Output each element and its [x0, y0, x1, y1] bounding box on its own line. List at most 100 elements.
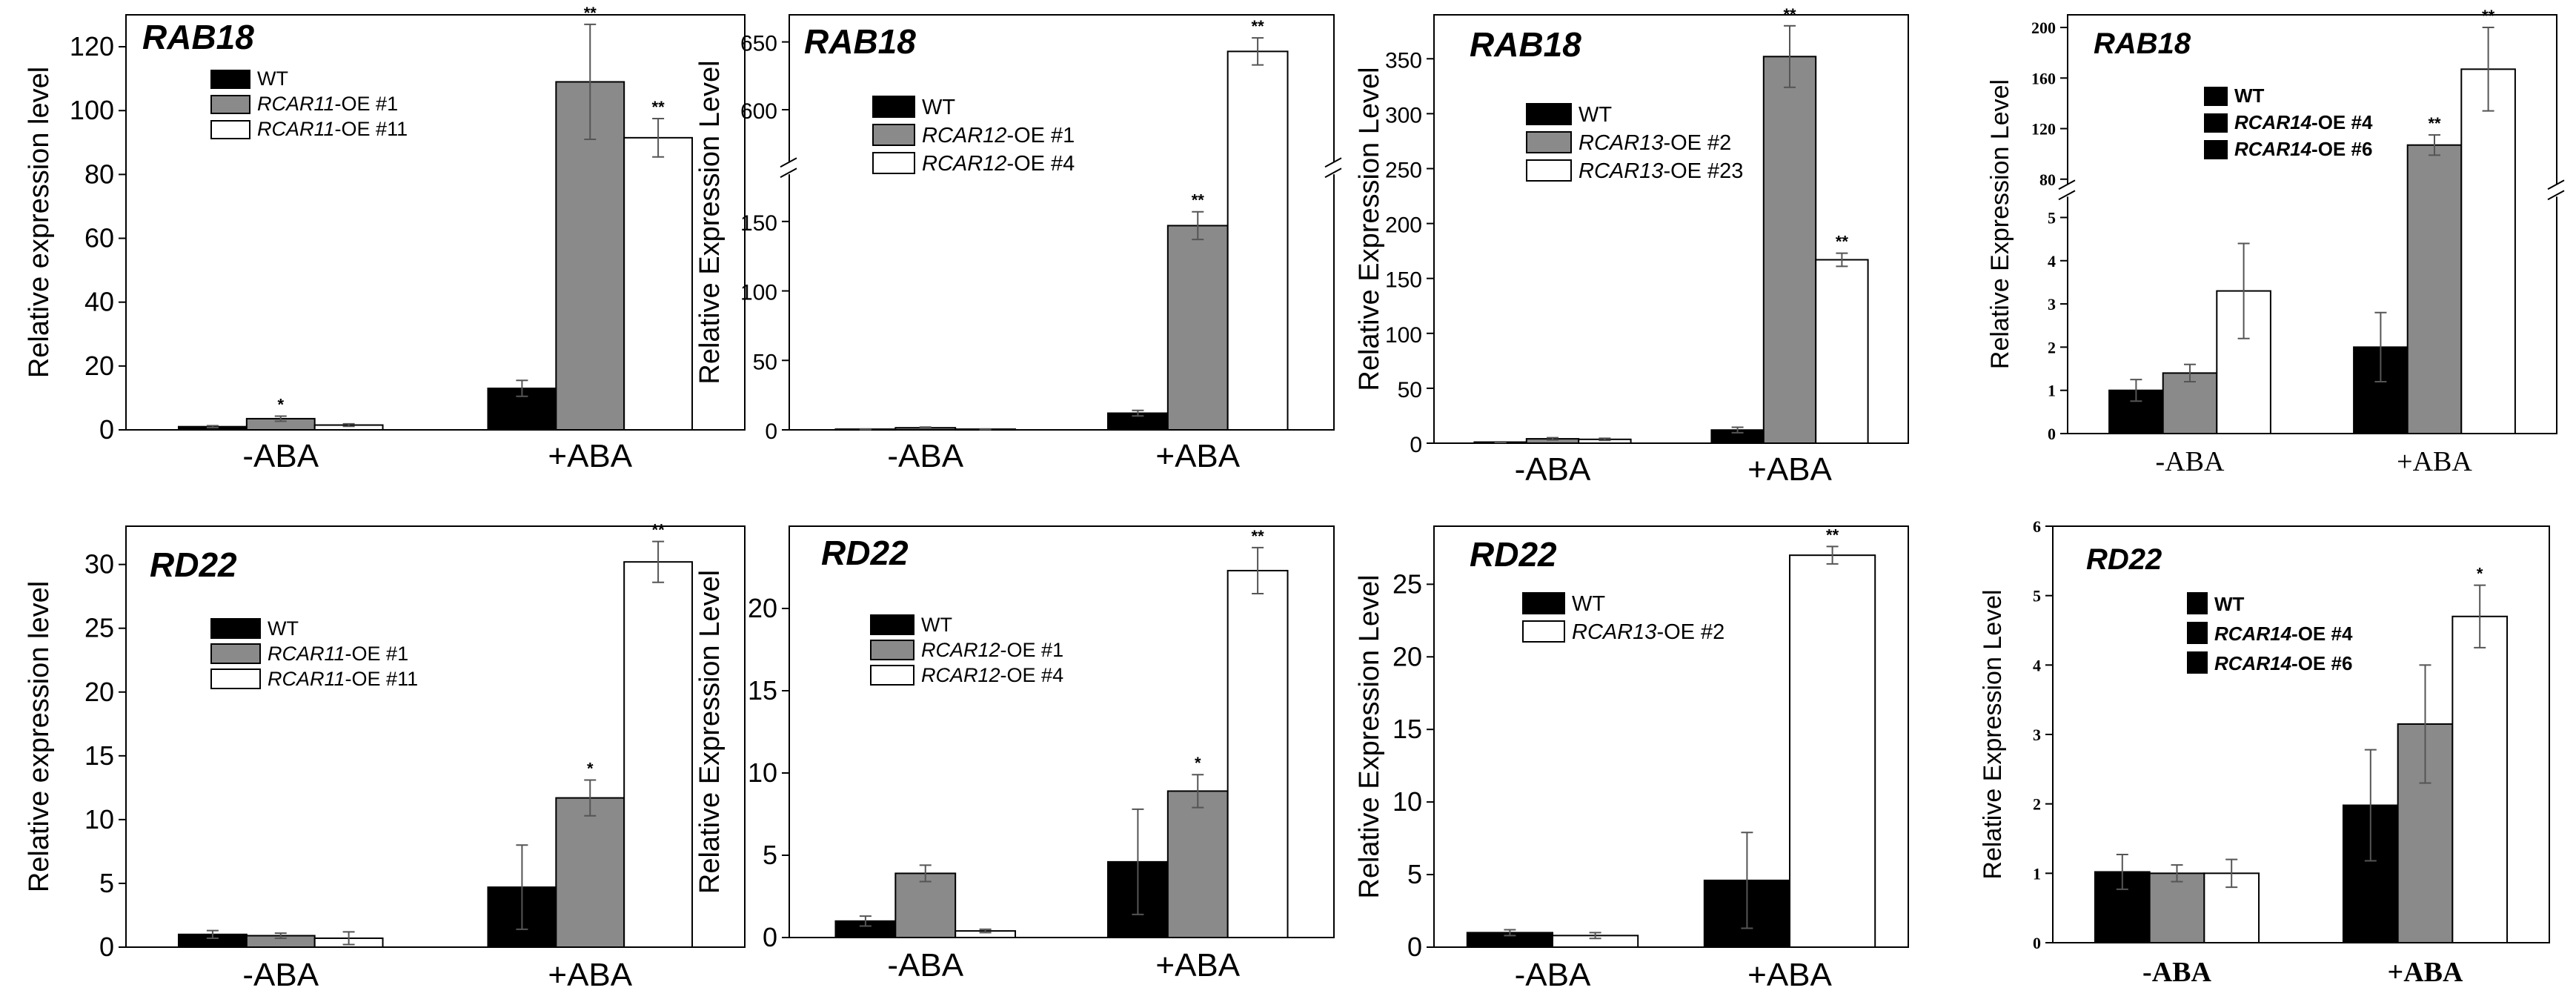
chart-panel-1: 0 20 40 60 80 100 120 Relative expression level… [24, 4, 746, 474]
x-tick-label: +ABA [2388, 957, 2463, 988]
significance-mark: ** [1192, 191, 1205, 210]
legend-label: RCAR11-OE #1 [268, 643, 408, 665]
y-tick-label: 5 [2033, 587, 2041, 605]
x-tick-label: -ABA [1515, 451, 1591, 488]
bar [1762, 56, 1817, 445]
bar [1226, 50, 1289, 431]
x-tick-label: -ABA [242, 957, 319, 993]
y-tick-label: 300 [1385, 103, 1422, 127]
legend-gene: RCAR11 [268, 643, 345, 665]
y-tick-label: 120 [70, 31, 114, 62]
axis-break-mark [1324, 167, 1342, 179]
legend-swatch [2204, 140, 2228, 159]
y-tick-label: 150 [1385, 268, 1422, 293]
bar [1166, 790, 1229, 939]
y-tick-label: 6 [2033, 517, 2041, 536]
legend-gene: RCAR11 [257, 93, 335, 115]
significance-mark: ** [2428, 114, 2441, 133]
x-tick-label: +ABA [1747, 451, 1832, 488]
significance-mark: ** [652, 521, 665, 540]
x-tick-label: -ABA [2142, 957, 2211, 988]
plot-frame [125, 14, 746, 431]
x-tick-label: -ABA [1515, 957, 1591, 993]
bar [2451, 615, 2509, 943]
legend-swatch [870, 640, 914, 660]
legend-gene: WT [2214, 593, 2245, 615]
x-tick-label: -ABA [2156, 446, 2225, 477]
legend-gene: RCAR13 [1579, 159, 1663, 183]
chart-panel-5: 0 5 10 15 20 25 30 Relative expression level RD2… [24, 521, 746, 993]
legend-swatch [872, 96, 915, 118]
y-tick-label: 2 [2048, 338, 2056, 356]
axis-break-mark [2058, 190, 2076, 201]
bar [623, 561, 694, 948]
legend-label: WT [2214, 593, 2245, 615]
chart-title: RD22 [2086, 543, 2162, 576]
legend-label: RCAR13-OE #2 [1579, 131, 1731, 155]
y-tick-label: 25 [84, 613, 114, 643]
legend-line: -OE #11 [335, 118, 408, 140]
y-tick-label: 100 [1385, 323, 1422, 348]
legend-label: WT [921, 614, 952, 636]
y-axis-label: Relative Expression Level [1354, 574, 1385, 898]
significance-mark: ** [652, 98, 665, 116]
legend-label: RCAR13-OE #23 [1579, 159, 1743, 183]
legend-gene: RCAR12 [922, 152, 1006, 176]
legend-line: -OE #4 [1000, 664, 1064, 686]
legend-gene: RCAR12 [922, 124, 1006, 147]
x-tick-label: -ABA [242, 438, 319, 474]
x-tick-label: +ABA [2397, 446, 2472, 477]
legend-swatch [210, 95, 250, 114]
chart-title: RAB18 [804, 22, 916, 61]
chart-panel-2: 0 50 100 150 600 650 Relative Expression Level… [694, 14, 1343, 474]
chart-title: RD22 [1470, 535, 1557, 574]
legend-swatch [2187, 651, 2208, 674]
significance-mark: ** [1836, 233, 1849, 251]
legend-line: -OE #4 [2291, 623, 2353, 645]
bar [2460, 68, 2516, 434]
y-tick-label: 20 [748, 593, 777, 623]
chart-title: RD22 [821, 534, 909, 572]
y-tick-label: 30 [84, 549, 114, 580]
plot-frame [1433, 525, 1909, 948]
y-tick-label: 60 [84, 223, 114, 253]
legend-label: RCAR14-OE #6 [2214, 652, 2352, 674]
y-tick-label: 160 [2031, 69, 2056, 87]
bar [1789, 554, 1876, 948]
legend-swatch [1526, 103, 1572, 125]
legend-swatch [210, 643, 261, 664]
legend-gene: RCAR12 [921, 639, 1000, 661]
legend-label: RCAR14-OE #6 [2234, 138, 2372, 160]
y-tick-label: 200 [2031, 19, 2056, 37]
y-tick-label: 15 [84, 740, 114, 771]
chart-title: RAB18 [142, 18, 254, 56]
legend-gene: RCAR14 [2214, 652, 2292, 674]
y-tick-label: 4 [2033, 656, 2041, 674]
y-axis-label: Relative Expression Level [1986, 79, 2014, 369]
legend-label: RCAR13-OE #2 [1572, 620, 1724, 644]
axis-break-mark [1324, 157, 1342, 168]
significance-mark: ** [584, 4, 597, 22]
y-tick-label: 600 [740, 99, 777, 124]
legend-swatch [2187, 622, 2208, 644]
legend-label: WT [2234, 84, 2265, 107]
x-tick-label: -ABA [887, 438, 963, 474]
legend-swatch [210, 668, 261, 689]
chart-panel-6: 0 5 10 15 20 Relative Expression Level RD22 -AB… [694, 525, 1335, 983]
legend-label: RCAR12-OE #4 [921, 664, 1063, 686]
y-tick-label: 3 [2033, 726, 2041, 744]
x-tick-label: -ABA [887, 947, 963, 983]
legend-swatch [2187, 592, 2208, 614]
y-tick-label: 0 [99, 414, 114, 445]
legend-gene: WT [268, 617, 299, 640]
y-tick-label: 0 [765, 419, 777, 444]
legend-label: WT [268, 617, 299, 640]
y-tick-label: 50 [1398, 378, 1422, 402]
significance-mark: ** [1826, 525, 1839, 544]
bar [2406, 144, 2463, 435]
legend-swatch [210, 618, 261, 639]
bar [1226, 569, 1289, 938]
y-tick-label: 5 [2048, 208, 2056, 227]
legend-label: RCAR11-OE #11 [268, 668, 418, 690]
